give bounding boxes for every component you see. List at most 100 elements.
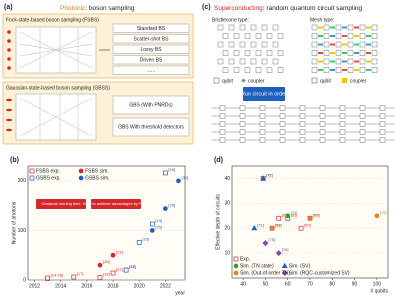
point-label: [21] xyxy=(116,249,123,254)
coupler xyxy=(342,26,347,29)
circuit xyxy=(212,105,395,143)
point xyxy=(374,213,380,219)
annotation: Hard to achieve advantages by FSBS xyxy=(83,201,150,206)
option-label: Scatter-shot BS xyxy=(133,36,169,42)
panel-tag: (b) xyxy=(10,157,19,164)
legend-label: Sim. (TN state) xyxy=(240,263,274,269)
panel-a: (a) Photonic: boson sampling Fock-state-… xyxy=(2,4,194,145)
coupler xyxy=(366,60,371,63)
x-tick-label: 50 xyxy=(263,281,269,287)
gate xyxy=(339,121,346,127)
point xyxy=(285,213,291,219)
legend-label: Sim. (RQC-customized SV) xyxy=(289,270,350,276)
qubit xyxy=(311,41,318,48)
qubit xyxy=(217,58,224,65)
coupler xyxy=(354,35,359,37)
qubit xyxy=(277,50,284,56)
y-axis-label: Number of photons xyxy=(11,201,17,244)
legend-qubit: qubit xyxy=(222,78,233,84)
coupler xyxy=(354,52,359,54)
run-box xyxy=(243,87,285,101)
x-tick-label: 60 xyxy=(285,281,291,287)
qubit xyxy=(371,41,378,48)
qubit xyxy=(347,33,354,39)
option-box xyxy=(112,55,190,65)
qubit xyxy=(359,58,366,65)
point-label: [76] xyxy=(282,247,289,252)
gbs-box-list: GBS (With PNRDs) GBS With threshold detec… xyxy=(112,95,190,137)
legend-coupler: coupler xyxy=(248,78,265,84)
qubit xyxy=(335,24,342,31)
qubit xyxy=(244,33,251,39)
point xyxy=(97,262,103,268)
gate xyxy=(339,129,346,135)
legend-qubit: qubit xyxy=(320,78,331,84)
y-tick-label: 0 xyxy=(23,277,26,283)
point-label: [63] xyxy=(304,222,311,227)
point xyxy=(233,256,239,262)
point xyxy=(45,275,50,281)
gate xyxy=(379,113,386,119)
fsbs-title: Fock-state-based boson sampling (FSBS) xyxy=(6,17,99,23)
qubit xyxy=(228,41,235,48)
annotation: Classical running time xyxy=(41,201,81,206)
x-tick-label: 2020 xyxy=(134,283,145,289)
x-tick-label: 2012 xyxy=(29,283,40,289)
point-label: [25] xyxy=(155,224,162,229)
qubit xyxy=(311,33,318,39)
point-label: [18] xyxy=(103,272,110,277)
coupler xyxy=(366,52,371,54)
x-tick-label: 70 xyxy=(307,281,313,287)
qubit xyxy=(255,67,262,73)
qubit xyxy=(311,58,318,65)
x-tick-label: 2022 xyxy=(160,283,171,289)
qubit xyxy=(371,58,378,65)
point xyxy=(251,224,258,231)
qubit-icon xyxy=(311,77,318,84)
point-label: [27] xyxy=(116,267,123,272)
coupler xyxy=(318,52,323,54)
gate xyxy=(359,137,366,143)
qubit xyxy=(222,50,229,56)
gate xyxy=(359,105,366,111)
gate xyxy=(219,121,226,127)
coupler xyxy=(342,52,347,54)
point xyxy=(110,270,116,276)
gate xyxy=(219,113,226,119)
gate xyxy=(259,113,266,119)
gbs-title: Gaussian-state-based boson sampling (GBS… xyxy=(6,85,110,91)
gate xyxy=(359,113,366,119)
qubit xyxy=(239,58,246,65)
x-tick-label: 2018 xyxy=(107,283,118,289)
qubit xyxy=(347,50,354,56)
qubit xyxy=(347,58,354,65)
point xyxy=(71,274,77,280)
gate xyxy=(259,137,266,143)
gate xyxy=(279,105,286,111)
qubit xyxy=(323,67,330,73)
gate xyxy=(219,129,226,135)
qubit-icon xyxy=(213,77,220,84)
qubit xyxy=(222,67,229,73)
point xyxy=(233,263,239,269)
option-label: GBS (With PNRDs) xyxy=(129,102,173,108)
qubit xyxy=(323,58,330,65)
panel-title: Photonic: boson sampling xyxy=(60,5,135,12)
coupler xyxy=(366,43,371,46)
option-box xyxy=(112,23,190,33)
qubit xyxy=(255,33,262,39)
coupler xyxy=(354,26,359,29)
point-label: [78] xyxy=(313,212,320,217)
point-label: [23] xyxy=(142,236,149,241)
gate xyxy=(339,137,346,143)
point xyxy=(298,225,304,231)
gate xyxy=(279,113,286,119)
point xyxy=(29,175,35,181)
coupler xyxy=(366,26,371,29)
gate xyxy=(239,113,246,119)
mesh-lines xyxy=(19,94,93,140)
coupler xyxy=(354,60,359,63)
option-label: Driven BS xyxy=(140,57,163,63)
option-label: GBS With threshold detectors xyxy=(118,124,184,130)
x-tick-label: 80 xyxy=(330,281,336,287)
